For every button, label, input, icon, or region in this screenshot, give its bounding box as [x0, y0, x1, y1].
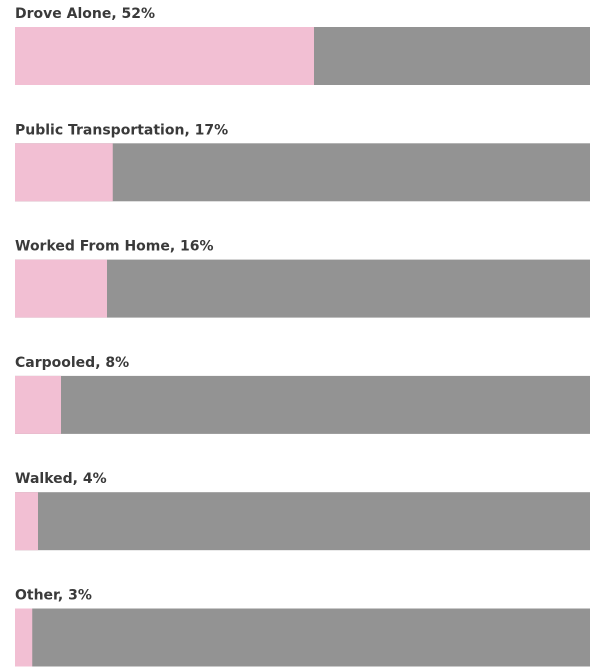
bar-label: Drove Alone, 52%: [15, 6, 155, 22]
bar: [15, 492, 38, 551]
bar-label: Public Transportation, 17%: [15, 122, 228, 138]
bar: [15, 259, 107, 318]
bar-label: Walked, 4%: [15, 471, 107, 487]
bar-track: [15, 608, 590, 667]
bar-track: [15, 492, 590, 551]
bar: [15, 143, 113, 202]
bar: [15, 608, 33, 667]
bar: [15, 375, 61, 434]
bar: [15, 27, 314, 85]
bar-track: [15, 259, 590, 318]
bar-track: [15, 375, 590, 434]
bar-label: Other, 3%: [15, 588, 92, 604]
bar-label: Worked From Home, 16%: [15, 239, 214, 255]
bar-label: Carpooled, 8%: [15, 355, 129, 371]
